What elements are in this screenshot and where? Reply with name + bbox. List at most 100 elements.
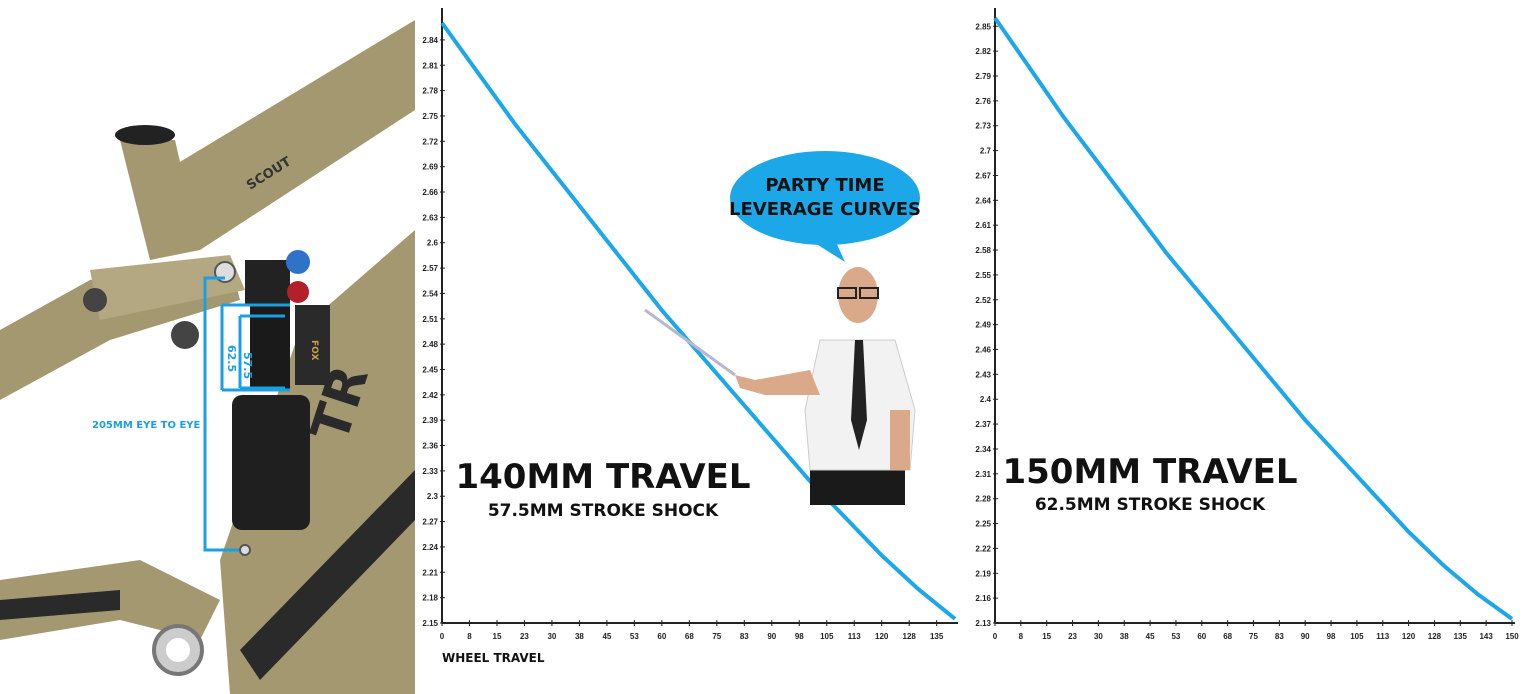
chart-headline: 150MM TRAVEL — [1002, 452, 1297, 492]
stroke-long-label: 62.5 — [225, 345, 238, 372]
y-tick-label: 2.21 — [422, 568, 438, 577]
x-tick-label: 68 — [685, 632, 694, 641]
x-tick-label: 38 — [575, 632, 584, 641]
bike-frame-illustration: FOX SCOUT TR 62.5 57.5 205MM EYE TO EYE — [0, 0, 415, 694]
chart-140mm: 2.84 2.81 2.78 2.75 2.72 2.69 2.66 2.63 2.6 2.57 2… — [422, 8, 958, 665]
x-tick-label: 53 — [630, 632, 639, 641]
top-tube — [150, 20, 415, 250]
y-tick-label: 2.28 — [975, 495, 991, 504]
stroke-short-label: 57.5 — [241, 352, 254, 379]
x-axis-label: WHEEL TRAVEL — [442, 651, 545, 665]
bubble-line-2: LEVERAGE CURVES — [729, 199, 921, 220]
bubble-line-1: PARTY TIME — [765, 175, 884, 196]
rocker-link — [90, 255, 245, 320]
y-tick-label: 2.3 — [427, 492, 439, 501]
x-tick-label: 60 — [657, 632, 666, 641]
y-tick-label: 2.69 — [422, 163, 438, 172]
y-tick-label: 2.46 — [975, 346, 991, 355]
y-tick-label: 2.15 — [422, 619, 438, 628]
x-tick-label: 83 — [1275, 632, 1284, 641]
y-tick-label: 2.13 — [975, 619, 991, 628]
x-tick-label: 30 — [547, 632, 556, 641]
y-tick-label: 2.78 — [422, 87, 438, 96]
y-tick-label: 2.34 — [975, 445, 991, 454]
x-tick-label: 0 — [993, 632, 998, 641]
y-tick-label: 2.66 — [422, 188, 438, 197]
x-tick-label: 120 — [875, 632, 889, 641]
chart-subheadline: 62.5MM STROKE SHOCK — [1035, 495, 1266, 515]
y-tick-label: 2.24 — [422, 543, 438, 552]
x-tick-label: 113 — [848, 632, 861, 641]
x-tick-label: 113 — [1376, 632, 1389, 641]
x-tick-label: 105 — [1350, 632, 1364, 641]
y-tick-label: 2.73 — [975, 122, 991, 131]
y-tick-label: 2.27 — [422, 518, 438, 527]
y-tick-label: 2.22 — [975, 544, 991, 553]
x-tick-label: 75 — [1249, 632, 1258, 641]
y-tick-label: 2.31 — [975, 470, 991, 479]
y-tick-label: 2.61 — [975, 221, 991, 230]
x-tick-label: 135 — [1454, 632, 1468, 641]
x-tick-label: 45 — [1146, 632, 1155, 641]
y-tick-label: 2.55 — [975, 271, 991, 280]
x-tick-label: 45 — [602, 632, 611, 641]
x-tick-label: 128 — [1428, 632, 1442, 641]
eye-to-eye-label: 205MM EYE TO EYE — [92, 420, 201, 431]
leverage-curve-140mm — [440, 21, 957, 621]
leverage-curve-150mm — [993, 16, 1514, 621]
y-tick-label: 2.4 — [980, 395, 992, 404]
y-tick-label: 2.76 — [975, 97, 991, 106]
y-tick-label: 2.54 — [422, 289, 438, 298]
x-tick-label: 98 — [1327, 632, 1336, 641]
y-tick-label: 2.63 — [422, 213, 438, 222]
down-tube — [220, 230, 415, 694]
y-tick-label: 2.72 — [422, 137, 438, 146]
y-tick-label: 2.19 — [975, 569, 991, 578]
y-tick-label: 2.64 — [975, 196, 991, 205]
x-tick-label: 75 — [712, 632, 721, 641]
y-tick-label: 2.81 — [422, 61, 438, 70]
x-tick-label: 98 — [795, 632, 804, 641]
chart-subheadline: 57.5MM STROKE SHOCK — [488, 501, 719, 521]
y-tick-label: 2.75 — [422, 112, 438, 121]
x-tick-label: 135 — [930, 632, 944, 641]
rear-shock: FOX — [232, 250, 330, 530]
y-tick-label: 2.67 — [975, 171, 991, 180]
shock-brand-text: FOX — [309, 340, 319, 360]
x-tick-label: 90 — [1301, 632, 1310, 641]
y-tick-label: 2.43 — [975, 370, 991, 379]
y-tick-label: 2.85 — [975, 22, 991, 31]
x-tick-label: 23 — [1068, 632, 1077, 641]
speech-bubble: PARTY TIME LEVERAGE CURVES — [729, 151, 921, 262]
y-tick-label: 2.6 — [427, 239, 439, 248]
y-tick-label: 2.52 — [975, 296, 991, 305]
x-tick-label: 120 — [1402, 632, 1416, 641]
y-tick-label: 2.16 — [975, 594, 991, 603]
y-tick-label: 2.36 — [422, 442, 438, 451]
dimension-lines — [203, 276, 290, 552]
y-tick-label: 2.42 — [422, 391, 438, 400]
x-tick-label: 90 — [767, 632, 776, 641]
x-tick-labels: 0 8 15 23 30 38 45 53 60 68 75 83 90 98 105 113 120 128 13… — [993, 620, 1519, 641]
chart-150mm: 2.85 2.82 2.79 2.76 2.73 2.7 2.67 2.64 2.61 2.58 2… — [975, 8, 1519, 641]
y-tick-label: 2.7 — [980, 147, 992, 156]
x-tick-label: 0 — [440, 632, 445, 641]
y-tick-label: 2.33 — [422, 467, 438, 476]
chart-headline: 140MM TRAVEL — [455, 457, 750, 497]
x-tick-label: 8 — [1019, 632, 1024, 641]
x-tick-label: 53 — [1171, 632, 1180, 641]
x-tick-label: 15 — [493, 632, 502, 641]
x-tick-label: 60 — [1197, 632, 1206, 641]
y-tick-label: 2.79 — [975, 72, 991, 81]
x-tick-label: 128 — [903, 632, 917, 641]
x-tick-label: 83 — [740, 632, 749, 641]
seat-tube — [120, 140, 200, 260]
x-tick-label: 30 — [1094, 632, 1103, 641]
y-tick-label: 2.18 — [422, 594, 438, 603]
x-tick-label: 8 — [467, 632, 472, 641]
y-tick-label: 2.51 — [422, 315, 438, 324]
x-tick-label: 38 — [1120, 632, 1129, 641]
x-tick-label: 143 — [1479, 632, 1493, 641]
x-tick-label: 23 — [520, 632, 529, 641]
y-tick-labels: 2.85 2.82 2.79 2.76 2.73 2.7 2.67 2.64 2.61 2.58 2… — [975, 22, 998, 628]
